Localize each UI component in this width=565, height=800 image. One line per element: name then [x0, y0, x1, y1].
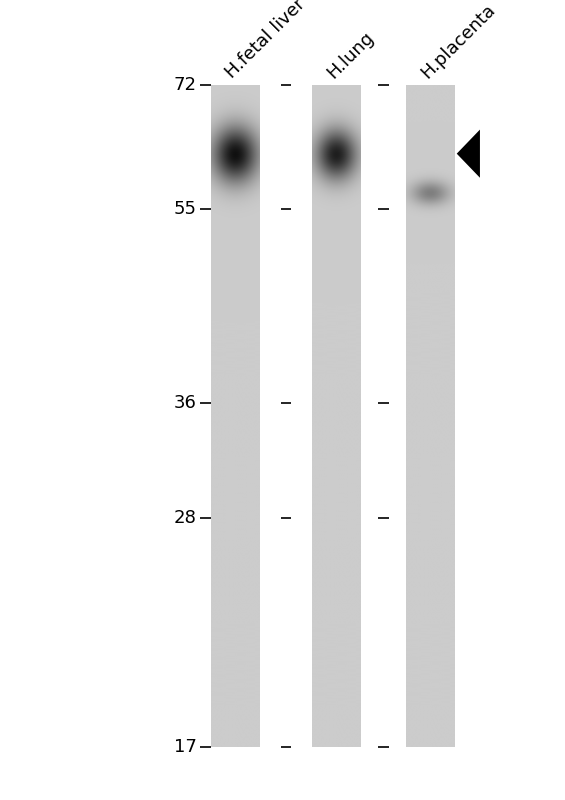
Polygon shape	[457, 130, 480, 178]
Text: H.fetal liver: H.fetal liver	[222, 0, 309, 82]
Text: H.lung: H.lung	[324, 28, 378, 82]
Bar	[211, 85, 259, 747]
Bar	[406, 85, 455, 747]
Text: 55: 55	[173, 199, 197, 218]
Text: 36: 36	[173, 394, 197, 412]
Text: 28: 28	[173, 509, 197, 527]
Text: 72: 72	[173, 76, 197, 94]
Text: H.placenta: H.placenta	[418, 0, 499, 82]
Text: 17: 17	[173, 738, 197, 756]
Bar	[312, 85, 361, 747]
